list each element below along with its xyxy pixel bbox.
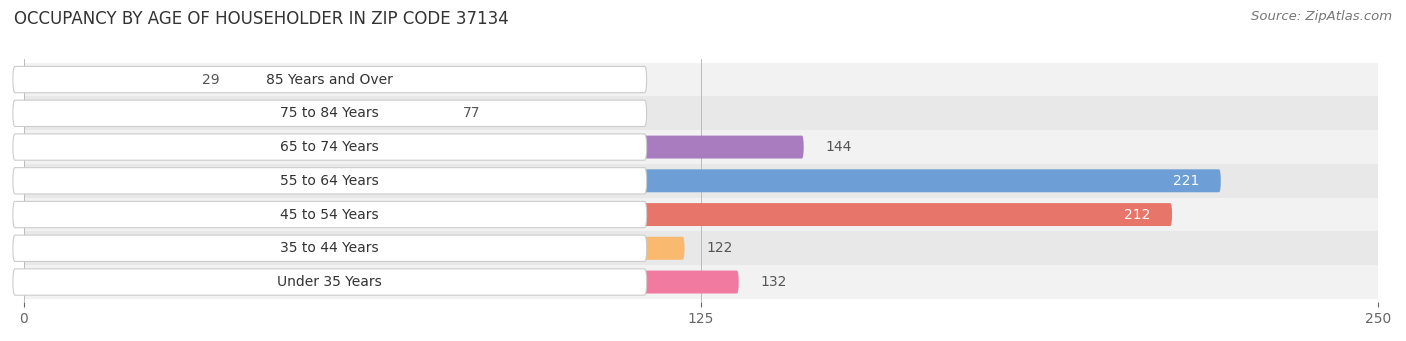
Bar <box>24 97 1378 130</box>
Text: Under 35 Years: Under 35 Years <box>277 275 382 289</box>
FancyBboxPatch shape <box>24 68 181 91</box>
FancyBboxPatch shape <box>13 168 647 194</box>
Text: 55 to 64 Years: 55 to 64 Years <box>280 174 380 188</box>
FancyBboxPatch shape <box>13 66 647 93</box>
Text: 221: 221 <box>1173 174 1199 188</box>
FancyBboxPatch shape <box>13 235 647 262</box>
FancyBboxPatch shape <box>13 134 647 160</box>
Text: 45 to 54 Years: 45 to 54 Years <box>280 208 380 222</box>
Text: OCCUPANCY BY AGE OF HOUSEHOLDER IN ZIP CODE 37134: OCCUPANCY BY AGE OF HOUSEHOLDER IN ZIP C… <box>14 10 509 28</box>
Text: 122: 122 <box>706 241 733 255</box>
Text: 77: 77 <box>463 106 479 120</box>
FancyBboxPatch shape <box>24 102 441 125</box>
Text: 35 to 44 Years: 35 to 44 Years <box>280 241 380 255</box>
FancyBboxPatch shape <box>24 169 1220 192</box>
Text: 132: 132 <box>761 275 787 289</box>
FancyBboxPatch shape <box>24 203 1173 226</box>
Bar <box>24 164 1378 198</box>
Bar <box>24 265 1378 299</box>
Bar <box>24 130 1378 164</box>
Bar <box>24 63 1378 97</box>
FancyBboxPatch shape <box>24 136 804 159</box>
FancyBboxPatch shape <box>24 270 738 294</box>
FancyBboxPatch shape <box>13 100 647 127</box>
FancyBboxPatch shape <box>13 269 647 295</box>
FancyBboxPatch shape <box>24 237 685 260</box>
Text: Source: ZipAtlas.com: Source: ZipAtlas.com <box>1251 10 1392 23</box>
Text: 144: 144 <box>825 140 852 154</box>
Bar <box>24 198 1378 232</box>
Bar <box>24 232 1378 265</box>
Text: 212: 212 <box>1123 208 1150 222</box>
Text: 65 to 74 Years: 65 to 74 Years <box>280 140 380 154</box>
Text: 85 Years and Over: 85 Years and Over <box>266 73 394 87</box>
Text: 75 to 84 Years: 75 to 84 Years <box>280 106 380 120</box>
FancyBboxPatch shape <box>13 202 647 228</box>
Text: 29: 29 <box>202 73 221 87</box>
